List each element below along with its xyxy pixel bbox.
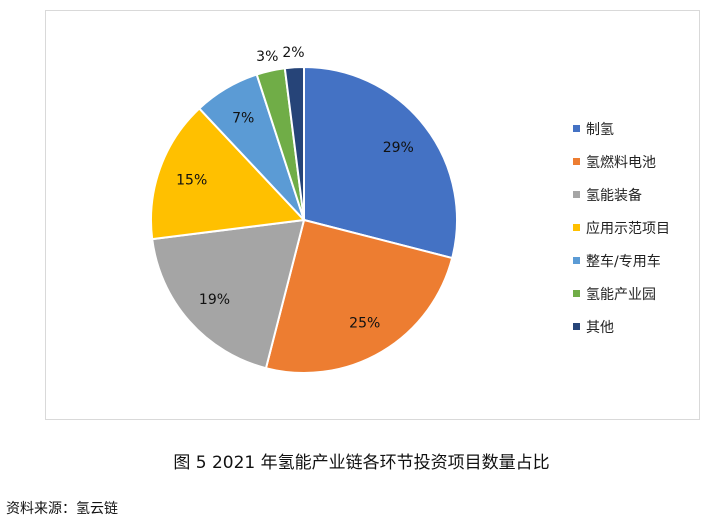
legend-item: 应用示范项目	[573, 211, 670, 244]
legend-item: 氢能产业园	[573, 277, 670, 310]
legend-swatch	[573, 257, 580, 264]
legend-item: 制氢	[573, 112, 670, 145]
legend-label: 整车/专用车	[586, 253, 661, 270]
pie-slice	[264, 218, 454, 374]
legend-item: 氢燃料电池	[573, 145, 670, 178]
legend-label: 氢燃料电池	[586, 154, 656, 171]
data-label: 2%	[282, 45, 304, 61]
legend-swatch	[573, 224, 580, 231]
legend-label: 应用示范项目	[586, 220, 670, 237]
legend-label: 氢能装备	[586, 187, 642, 204]
legend-swatch	[573, 125, 580, 132]
pie-slice	[150, 107, 307, 241]
data-label: 29%	[383, 140, 414, 156]
legend-swatch	[573, 158, 580, 165]
data-label: 7%	[232, 110, 254, 126]
pie-slice	[151, 218, 306, 370]
legend-label: 氢能产业园	[586, 286, 656, 303]
chart-title: 图 5 2021 年氢能产业链各环节投资项目数量占比	[173, 453, 550, 473]
legend-item: 其他	[573, 310, 670, 343]
data-label: 25%	[349, 316, 380, 332]
data-label: 3%	[256, 49, 278, 65]
legend-item: 整车/专用车	[573, 244, 670, 277]
pie-slice	[283, 65, 305, 221]
legend-label: 其他	[586, 319, 614, 336]
data-label: 15%	[176, 173, 207, 189]
legend: 制氢氢燃料电池氢能装备应用示范项目 整车/专用车 氢能产业园其他	[573, 112, 670, 343]
chart-frame	[45, 10, 700, 420]
pie-slice	[303, 65, 458, 260]
legend-label: 制氢	[586, 121, 614, 138]
legend-swatch	[573, 323, 580, 330]
data-label: 19%	[199, 292, 230, 308]
source-note: 资料来源：氢云链	[6, 501, 118, 517]
legend-swatch	[573, 191, 580, 198]
legend-swatch	[573, 290, 580, 297]
legend-item: 氢能装备	[573, 178, 670, 211]
